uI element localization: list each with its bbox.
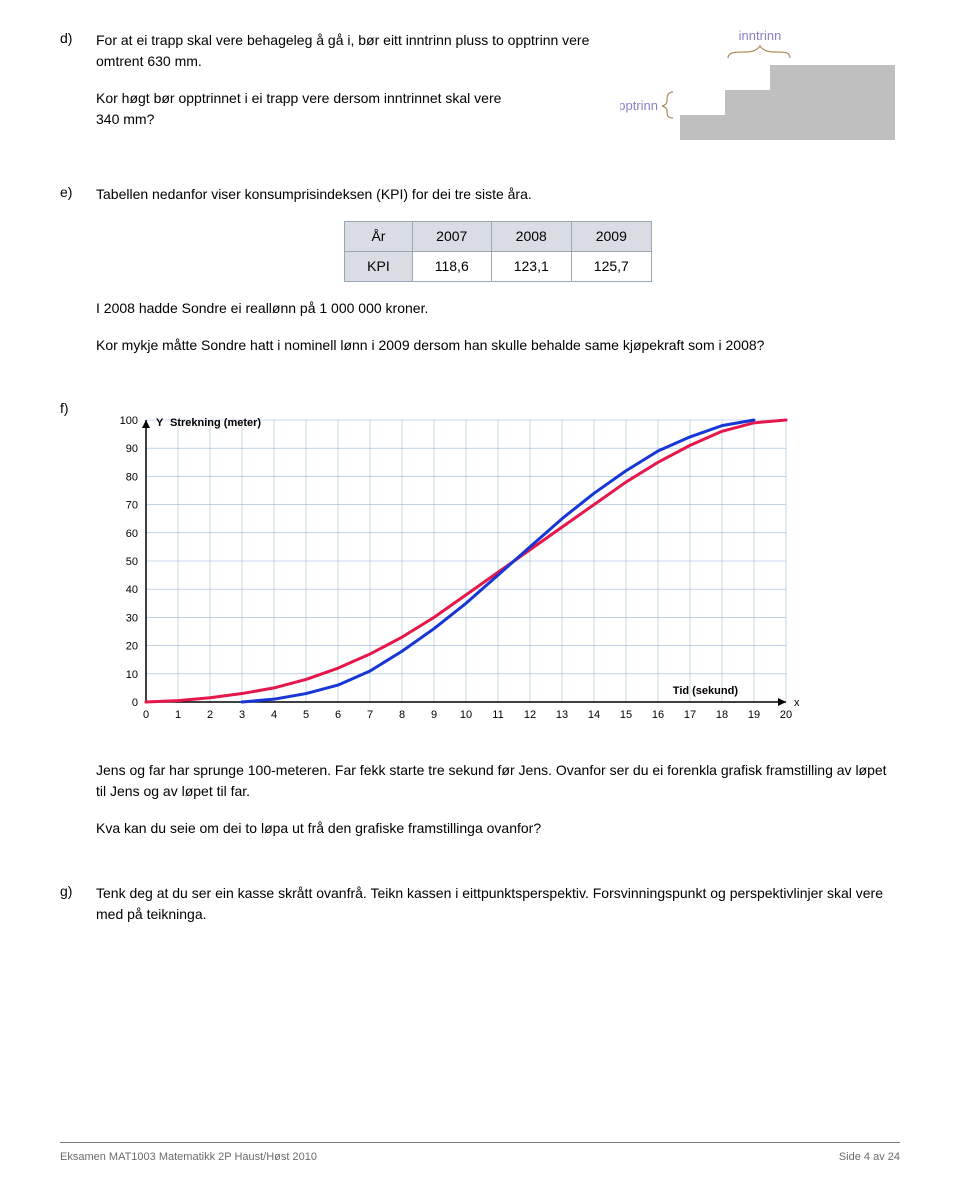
svg-text:11: 11 [492, 709, 503, 721]
stair-shape [680, 65, 895, 140]
question-body: For at ei trapp skal vere behageleg å gå… [96, 30, 900, 156]
question-label: d) [60, 30, 96, 156]
paragraph: Tabellen nedanfor viser konsumprisindeks… [96, 184, 900, 205]
svg-text:100: 100 [120, 415, 138, 427]
question-label: g) [60, 883, 96, 941]
svg-text:50: 50 [126, 556, 138, 568]
stair-svg: inntrinn opptrinn [620, 30, 900, 150]
question-g: g) Tenk deg at du ser ein kasse skrått o… [60, 883, 900, 941]
svg-text:9: 9 [431, 709, 437, 721]
svg-text:7: 7 [367, 709, 373, 721]
question-d-text: For at ei trapp skal vere behageleg å gå… [96, 30, 620, 156]
question-body: Tenk deg at du ser ein kasse skrått ovan… [96, 883, 900, 941]
svg-text:15: 15 [620, 709, 632, 721]
table-row: KPI 118,6 123,1 125,7 [345, 252, 652, 282]
svg-text:16: 16 [652, 709, 664, 721]
chart-container: 0123456789101112131415161718192001020304… [96, 406, 900, 742]
table-cell: 118,6 [412, 252, 491, 282]
footer-right: Side 4 av 24 [839, 1151, 900, 1163]
inntrinn-bracket [728, 46, 790, 58]
stair-diagram: inntrinn opptrinn [620, 30, 900, 156]
svg-text:70: 70 [126, 500, 138, 512]
svg-text:19: 19 [748, 709, 760, 721]
svg-text:40: 40 [126, 584, 138, 596]
paragraph: 340 mm? [96, 109, 600, 130]
svg-text:60: 60 [126, 528, 138, 540]
svg-text:20: 20 [780, 709, 792, 721]
question-label: e) [60, 184, 96, 372]
table-cell: KPI [345, 252, 413, 282]
svg-text:Tid (sekund): Tid (sekund) [673, 685, 739, 697]
svg-text:8: 8 [399, 709, 405, 721]
footer-rule [60, 1142, 900, 1143]
svg-text:17: 17 [684, 709, 696, 721]
paragraph: Kor mykje måtte Sondre hatt i nominell l… [96, 335, 900, 356]
svg-text:10: 10 [460, 709, 472, 721]
paragraph: I 2008 hadde Sondre ei reallønn på 1 000… [96, 298, 900, 319]
svg-text:90: 90 [126, 443, 138, 455]
paragraph: Tenk deg at du ser ein kasse skrått ovan… [96, 883, 900, 925]
table-cell: 125,7 [571, 252, 651, 282]
svg-text:6: 6 [335, 709, 341, 721]
svg-text:14: 14 [588, 709, 600, 721]
opptrinn-bracket [662, 92, 673, 118]
svg-text:13: 13 [556, 709, 568, 721]
svg-text:80: 80 [126, 471, 138, 483]
svg-text:18: 18 [716, 709, 728, 721]
paragraph: Kor høgt bør opptrinnet i ei trapp vere … [96, 88, 600, 109]
paragraph: Jens og far har sprunge 100-meteren. Far… [96, 760, 900, 802]
svg-text:4: 4 [271, 709, 277, 721]
svg-text:2: 2 [207, 709, 213, 721]
table-row: År 2007 2008 2009 [345, 222, 652, 252]
table-cell: 2007 [412, 222, 491, 252]
table-cell: 2009 [571, 222, 651, 252]
svg-text:0: 0 [143, 709, 149, 721]
chart-svg: 0123456789101112131415161718192001020304… [96, 406, 816, 736]
table-cell: 2008 [491, 222, 571, 252]
svg-text:20: 20 [126, 641, 138, 653]
question-body: 0123456789101112131415161718192001020304… [96, 400, 900, 855]
question-body: Tabellen nedanfor viser konsumprisindeks… [96, 184, 900, 372]
svg-text:Strekning (meter): Strekning (meter) [170, 417, 261, 429]
svg-text:1: 1 [175, 709, 181, 721]
svg-text:10: 10 [126, 669, 138, 681]
svg-text:5: 5 [303, 709, 309, 721]
svg-text:30: 30 [126, 612, 138, 624]
footer-left: Eksamen MAT1003 Matematikk 2P Haust/Høst… [60, 1151, 317, 1163]
svg-text:12: 12 [524, 709, 536, 721]
svg-text:Y: Y [156, 417, 164, 429]
svg-text:3: 3 [239, 709, 245, 721]
svg-text:x: x [794, 697, 800, 709]
table-cell: År [345, 222, 413, 252]
opptrinn-label: opptrinn [620, 98, 658, 113]
question-d: d) For at ei trapp skal vere behageleg å… [60, 30, 900, 156]
paragraph: Kva kan du seie om dei to løpa ut frå de… [96, 818, 900, 839]
question-f: f) 0123456789101112131415161718192001020… [60, 400, 900, 855]
kpi-table: År 2007 2008 2009 KPI 118,6 123,1 125,7 [344, 221, 652, 282]
inntrinn-label: inntrinn [739, 30, 782, 43]
svg-text:0: 0 [132, 697, 138, 709]
table-cell: 123,1 [491, 252, 571, 282]
paragraph: For at ei trapp skal vere behageleg å gå… [96, 30, 600, 72]
question-e: e) Tabellen nedanfor viser konsumprisind… [60, 184, 900, 372]
question-label: f) [60, 400, 96, 855]
